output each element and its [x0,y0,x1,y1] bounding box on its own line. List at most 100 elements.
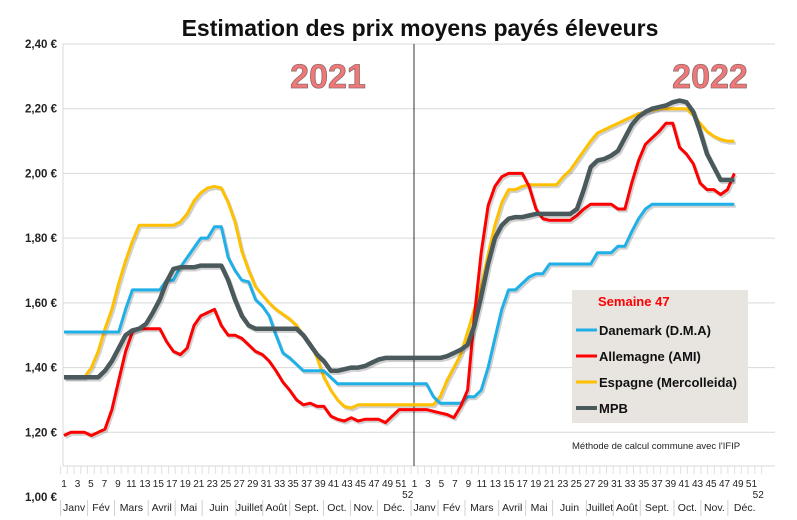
week-label: 9 [115,479,121,490]
week-label: 17 [166,479,178,490]
week-label: 9 [466,479,472,490]
year-label-2021: 2021 [290,58,366,96]
month-label: Juillet [586,502,613,514]
week-label: 5 [88,479,94,490]
month-label: Août [616,502,638,514]
week-label: 5 [439,479,445,490]
legend: Semaine 47 Danemark (D.M.A) Allemagne (AM… [572,290,748,423]
week-label: 11 [126,479,137,490]
month-label: Août [265,502,287,514]
week-label: 43 [342,479,354,490]
y-tick-label: 1,20 € [25,427,58,439]
week-label: 37 [301,479,313,490]
week-label: 3 [75,479,81,490]
week-label: 51 [746,479,758,490]
week-label: 35 [638,479,650,490]
series-line-espagne-mercolleida [64,107,735,410]
week-label: 52 [402,490,414,501]
month-label: Sept. [294,502,319,514]
month-label: Juillet [236,502,263,514]
x-axis: 1 3 5 7 9 11 13 15 17 19 21 23 25 27 29 31 33 35 37 39 41 43 4… [60,465,775,516]
week-label: 35 [288,479,300,490]
legend-label: Danemark (D.M.A) [599,323,711,338]
week-label: 49 [732,479,744,490]
month-label: Déc. [734,502,756,514]
y-axis-ticks: 1,00 € 1,20 € 1,40 € 1,60 € 1,80 € 2,00 € 2,20… [25,39,58,504]
week-label: 23 [207,479,219,490]
week-label: 19 [530,479,542,490]
week-label: 45 [355,479,367,490]
legend-label: Espagne (Mercolleida) [599,375,737,390]
week-label: 13 [139,479,151,490]
week-label: 33 [274,479,286,490]
week-label: 19 [180,479,192,490]
legend-label: MPB [599,401,628,416]
month-label: Fév [92,502,110,514]
week-label: 7 [452,479,458,490]
y-tick-label: 1,80 € [25,233,58,245]
week-label: 47 [368,479,380,490]
y-tick-label: 1,00 € [25,492,58,504]
y-tick-label: 1,60 € [25,298,58,310]
y-tick-label: 2,00 € [25,168,58,180]
month-label: Janv [63,502,86,514]
month-label: Oct. [678,502,697,514]
year-label-2022: 2022 [672,58,748,96]
month-label: Nov. [704,502,725,514]
week-label: 37 [652,479,664,490]
week-label: 39 [665,479,677,490]
y-tick-label: 1,40 € [25,363,58,375]
week-label: 3 [425,479,431,490]
legend-label: Allemagne (AMI) [599,349,701,364]
legend-box [572,290,748,423]
method-note: Méthode de calcul commune avec l'IFIP [572,441,740,452]
week-label: 25 [220,479,232,490]
month-label: Oct. [327,502,346,514]
series-shadow [65,204,736,407]
week-label: 1 [61,479,67,490]
month-label: Nov. [353,502,374,514]
month-label: Sept. [645,502,670,514]
week-label: 31 [261,479,273,490]
week-label: 33 [625,479,637,490]
week-label: 27 [584,479,596,490]
y-tick-label: 2,20 € [25,104,58,116]
month-label: Mars [470,502,493,514]
week-label: 21 [544,479,556,490]
month-label: Avril [502,502,522,514]
week-label: 13 [490,479,502,490]
y-tick-label: 2,40 € [25,39,58,51]
week-label: 17 [517,479,529,490]
week-label: 51 [395,479,407,490]
month-label: Mai [180,502,197,514]
week-label: 41 [679,479,691,490]
week-label: 31 [611,479,623,490]
week-label: 43 [692,479,704,490]
month-label: Janv [413,502,436,514]
week-label: 7 [102,479,108,490]
week-label: 1 [412,479,418,490]
legend-title: Semaine 47 [598,294,670,309]
week-label: 52 [753,490,765,501]
week-label: 27 [234,479,246,490]
month-label: Fév [443,502,461,514]
week-label: 23 [557,479,569,490]
week-label: 11 [477,479,488,490]
week-label: 25 [571,479,583,490]
series-line-danemark-d-m-a [64,202,735,405]
month-label: Déc. [383,502,405,514]
week-label: 41 [328,479,340,490]
week-label: 45 [705,479,717,490]
week-label: 15 [153,479,165,490]
series-line-allemagne-ami [63,121,736,437]
week-label: 39 [315,479,327,490]
month-label: Juin [560,502,579,514]
week-label: 21 [193,479,205,490]
gridlines [62,43,775,466]
month-label: Avril [152,502,172,514]
chart-title: Estimation des prix moyens payés éleveur… [182,15,659,41]
week-label: 29 [598,479,610,490]
week-label: 47 [719,479,731,490]
week-label: 49 [382,479,394,490]
